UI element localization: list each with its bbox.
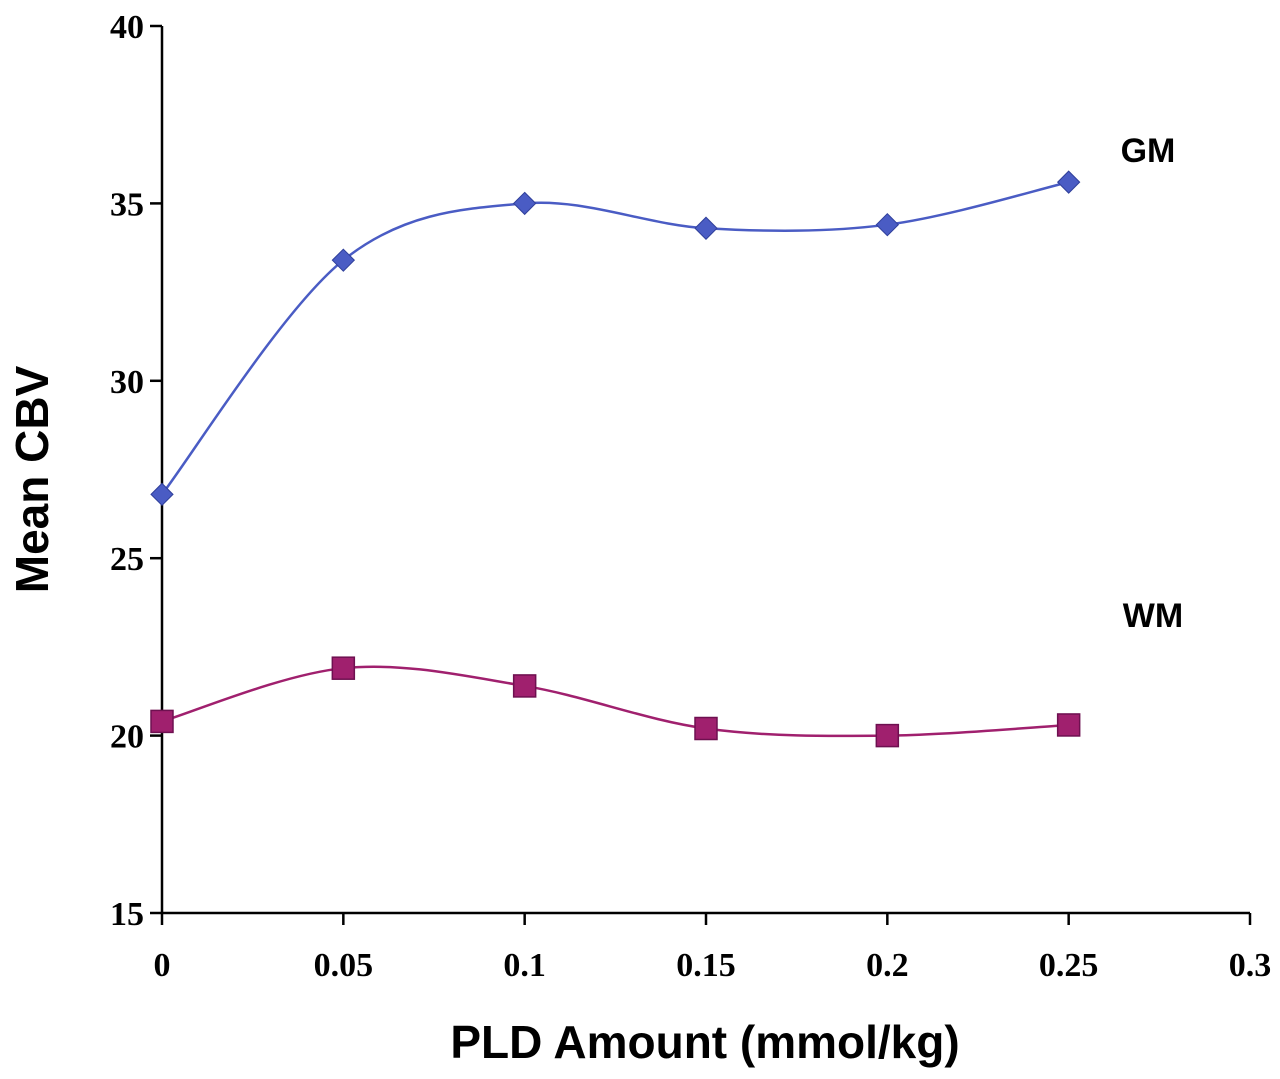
data-point-gm (331, 248, 356, 272)
data-point-gm (875, 212, 900, 237)
x-tick-label: 0.15 (676, 947, 736, 984)
y-tick-label: 25 (110, 541, 144, 578)
data-point-gm (150, 482, 174, 507)
y-tick-label: 20 (110, 719, 144, 756)
x-axis-title: PLD Amount (mmol/kg) (450, 1016, 959, 1068)
y-tick-label: 40 (110, 9, 144, 46)
series-label-wm: WM (1123, 597, 1183, 635)
y-ticks: 15 20 25 30 35 40 (110, 9, 162, 933)
series-label-gm: GM (1121, 132, 1176, 170)
data-point-wm (331, 656, 356, 680)
y-axis-title: Mean CBV (6, 365, 58, 593)
y-tick-label: 35 (110, 186, 144, 223)
data-point-wm (694, 716, 718, 741)
x-tick-label: 0 (154, 947, 171, 984)
y-tick-label: 30 (110, 364, 144, 401)
data-point-gm (512, 191, 537, 216)
x-ticks: 0 0.05 0.1 0.15 0.2 0.25 0.3 (154, 913, 1272, 984)
x-tick-label: 0.3 (1229, 947, 1272, 984)
data-point-wm (875, 723, 900, 748)
data-point-wm (150, 709, 174, 734)
data-point-wm (1056, 713, 1081, 737)
x-tick-label: 0.25 (1039, 947, 1099, 984)
axes (160, 26, 1250, 915)
series-line-gm (161, 180, 1069, 496)
data-point-wm (512, 674, 537, 698)
series-layer (150, 170, 1081, 748)
x-tick-label: 0.05 (314, 947, 374, 984)
series-line-wm (161, 665, 1069, 738)
data-point-gm (1056, 170, 1081, 194)
x-tick-label: 0.1 (503, 947, 546, 984)
data-point-gm (694, 216, 718, 240)
x-tick-label: 0.2 (866, 947, 909, 984)
y-tick-label: 15 (110, 896, 144, 933)
